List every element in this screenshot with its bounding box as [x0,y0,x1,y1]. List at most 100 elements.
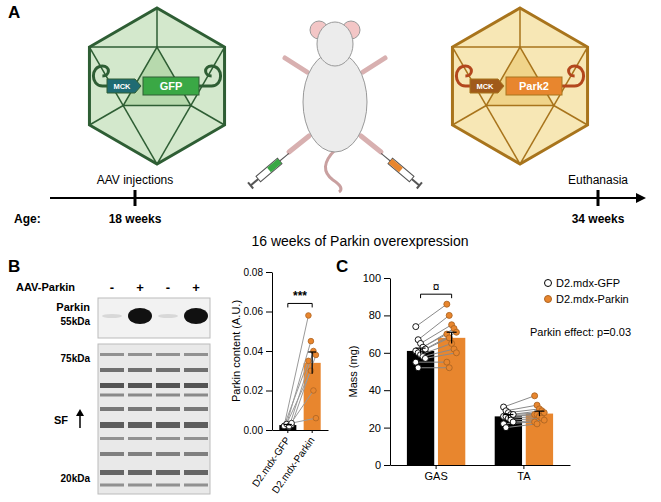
error-bar [534,411,544,416]
tick-mark [384,390,390,391]
gene-label: Park2 [519,80,549,92]
capsid-edge [123,106,157,165]
legend: D2.mdx-GFPD2.mdx-Parkin [545,277,629,305]
error-cap [534,411,544,412]
promoter-label: MCK [476,82,494,91]
data-point [444,301,450,307]
blot-band [156,394,180,397]
tick-mark [312,430,313,433]
blot-band [184,422,208,428]
tick: 0.00 [244,425,272,436]
pair-line [284,315,308,426]
capsid-edge [519,8,521,47]
capsid-edge [191,106,225,126]
x-axis: GASTA [391,465,571,482]
chart-b: 0.000.020.040.060.08D2.mdx-GFPD2.mdx-Par… [230,267,329,496]
arrow-head [76,409,84,416]
lane-label: + [192,280,200,295]
lane-label: - [166,280,170,295]
data-point [453,350,459,356]
syringe-cap [248,182,253,188]
timeline: AAV injectionsEuthanasiaAge:18 weeks34 w… [14,173,646,249]
blot-band [184,407,208,411]
data-point [446,312,452,318]
tick-mark [384,315,390,316]
mouse [285,21,385,192]
pair-line [504,396,535,407]
data-point [444,359,450,365]
blot-band [100,437,124,440]
tick: 60 [369,347,390,359]
blot-band [128,437,152,440]
blot-band [184,452,208,456]
arrow-shaft [79,414,81,428]
data-point [510,419,516,425]
blot-band [156,353,180,356]
tick: 40 [369,384,390,396]
tick: D2.mdx-Parkin [270,430,317,495]
syringe-needle [381,153,390,161]
axis-line [273,430,329,431]
legend-marker [545,296,552,303]
x-axis: D2.mdx-GFPD2.mdx-Parkin [250,430,329,495]
blot-band [184,437,208,440]
blot-band [100,383,124,388]
tick-mark [384,428,390,429]
data-point [541,417,547,423]
capsid-edge [156,8,158,47]
mouse-body [303,52,367,152]
syringe-fluid [267,159,282,173]
data-point [308,338,314,344]
tick: 100 [363,272,390,284]
timeline-tick [134,190,137,206]
mouse-limb [363,58,385,72]
significance-bracket [421,294,452,298]
syringe-fluid [388,159,403,173]
tick-label: 20 [369,422,381,434]
capsid-shell [452,8,587,164]
data-point [306,358,312,364]
error-cap [503,414,513,415]
age-value: 34 weeks [572,212,625,226]
capsid-edge [89,46,157,48]
blot-band [100,422,124,428]
significance-label: ¤ [433,280,440,294]
tick-label: 0 [375,459,381,471]
data-point [415,365,421,371]
promoter-label: MCK [113,82,131,91]
blot-band [128,484,152,487]
blot-band [128,422,152,428]
blot-band [184,308,208,324]
data-point [313,415,319,421]
blot-band [184,484,208,487]
blot-band [102,314,122,318]
syringe-needle [280,153,289,161]
event-label: AAV injections [97,173,173,187]
error-line [312,352,313,374]
data-point [308,368,314,374]
data-point [413,324,419,330]
pair-line [416,334,447,351]
tick: 0.02 [244,385,272,396]
pair-line [416,304,447,326]
chart-c: 020406080100GASTAMass (mg)¤D2.mdx-GFPD2.… [347,272,631,482]
tick-label: TA [517,470,531,482]
mouse-head [317,22,353,66]
pair-line [287,371,311,424]
tick-mark [436,465,437,469]
blot-band [128,368,152,372]
pair-line [416,362,447,363]
blot-membrane [98,344,210,494]
blot-band [100,452,124,456]
tick-label: 0.00 [244,425,264,436]
blot-band [184,394,208,397]
syringe-plunger [251,179,259,185]
tick: 0.04 [244,346,272,357]
tick-label: D2.mdx-Parkin [270,435,317,495]
bar [438,338,465,465]
tick-mark [266,391,272,392]
treatment-label: AAV-Parkin [16,281,75,293]
error-bar [503,415,513,419]
blot-band [128,394,152,397]
blot-band [100,407,124,411]
